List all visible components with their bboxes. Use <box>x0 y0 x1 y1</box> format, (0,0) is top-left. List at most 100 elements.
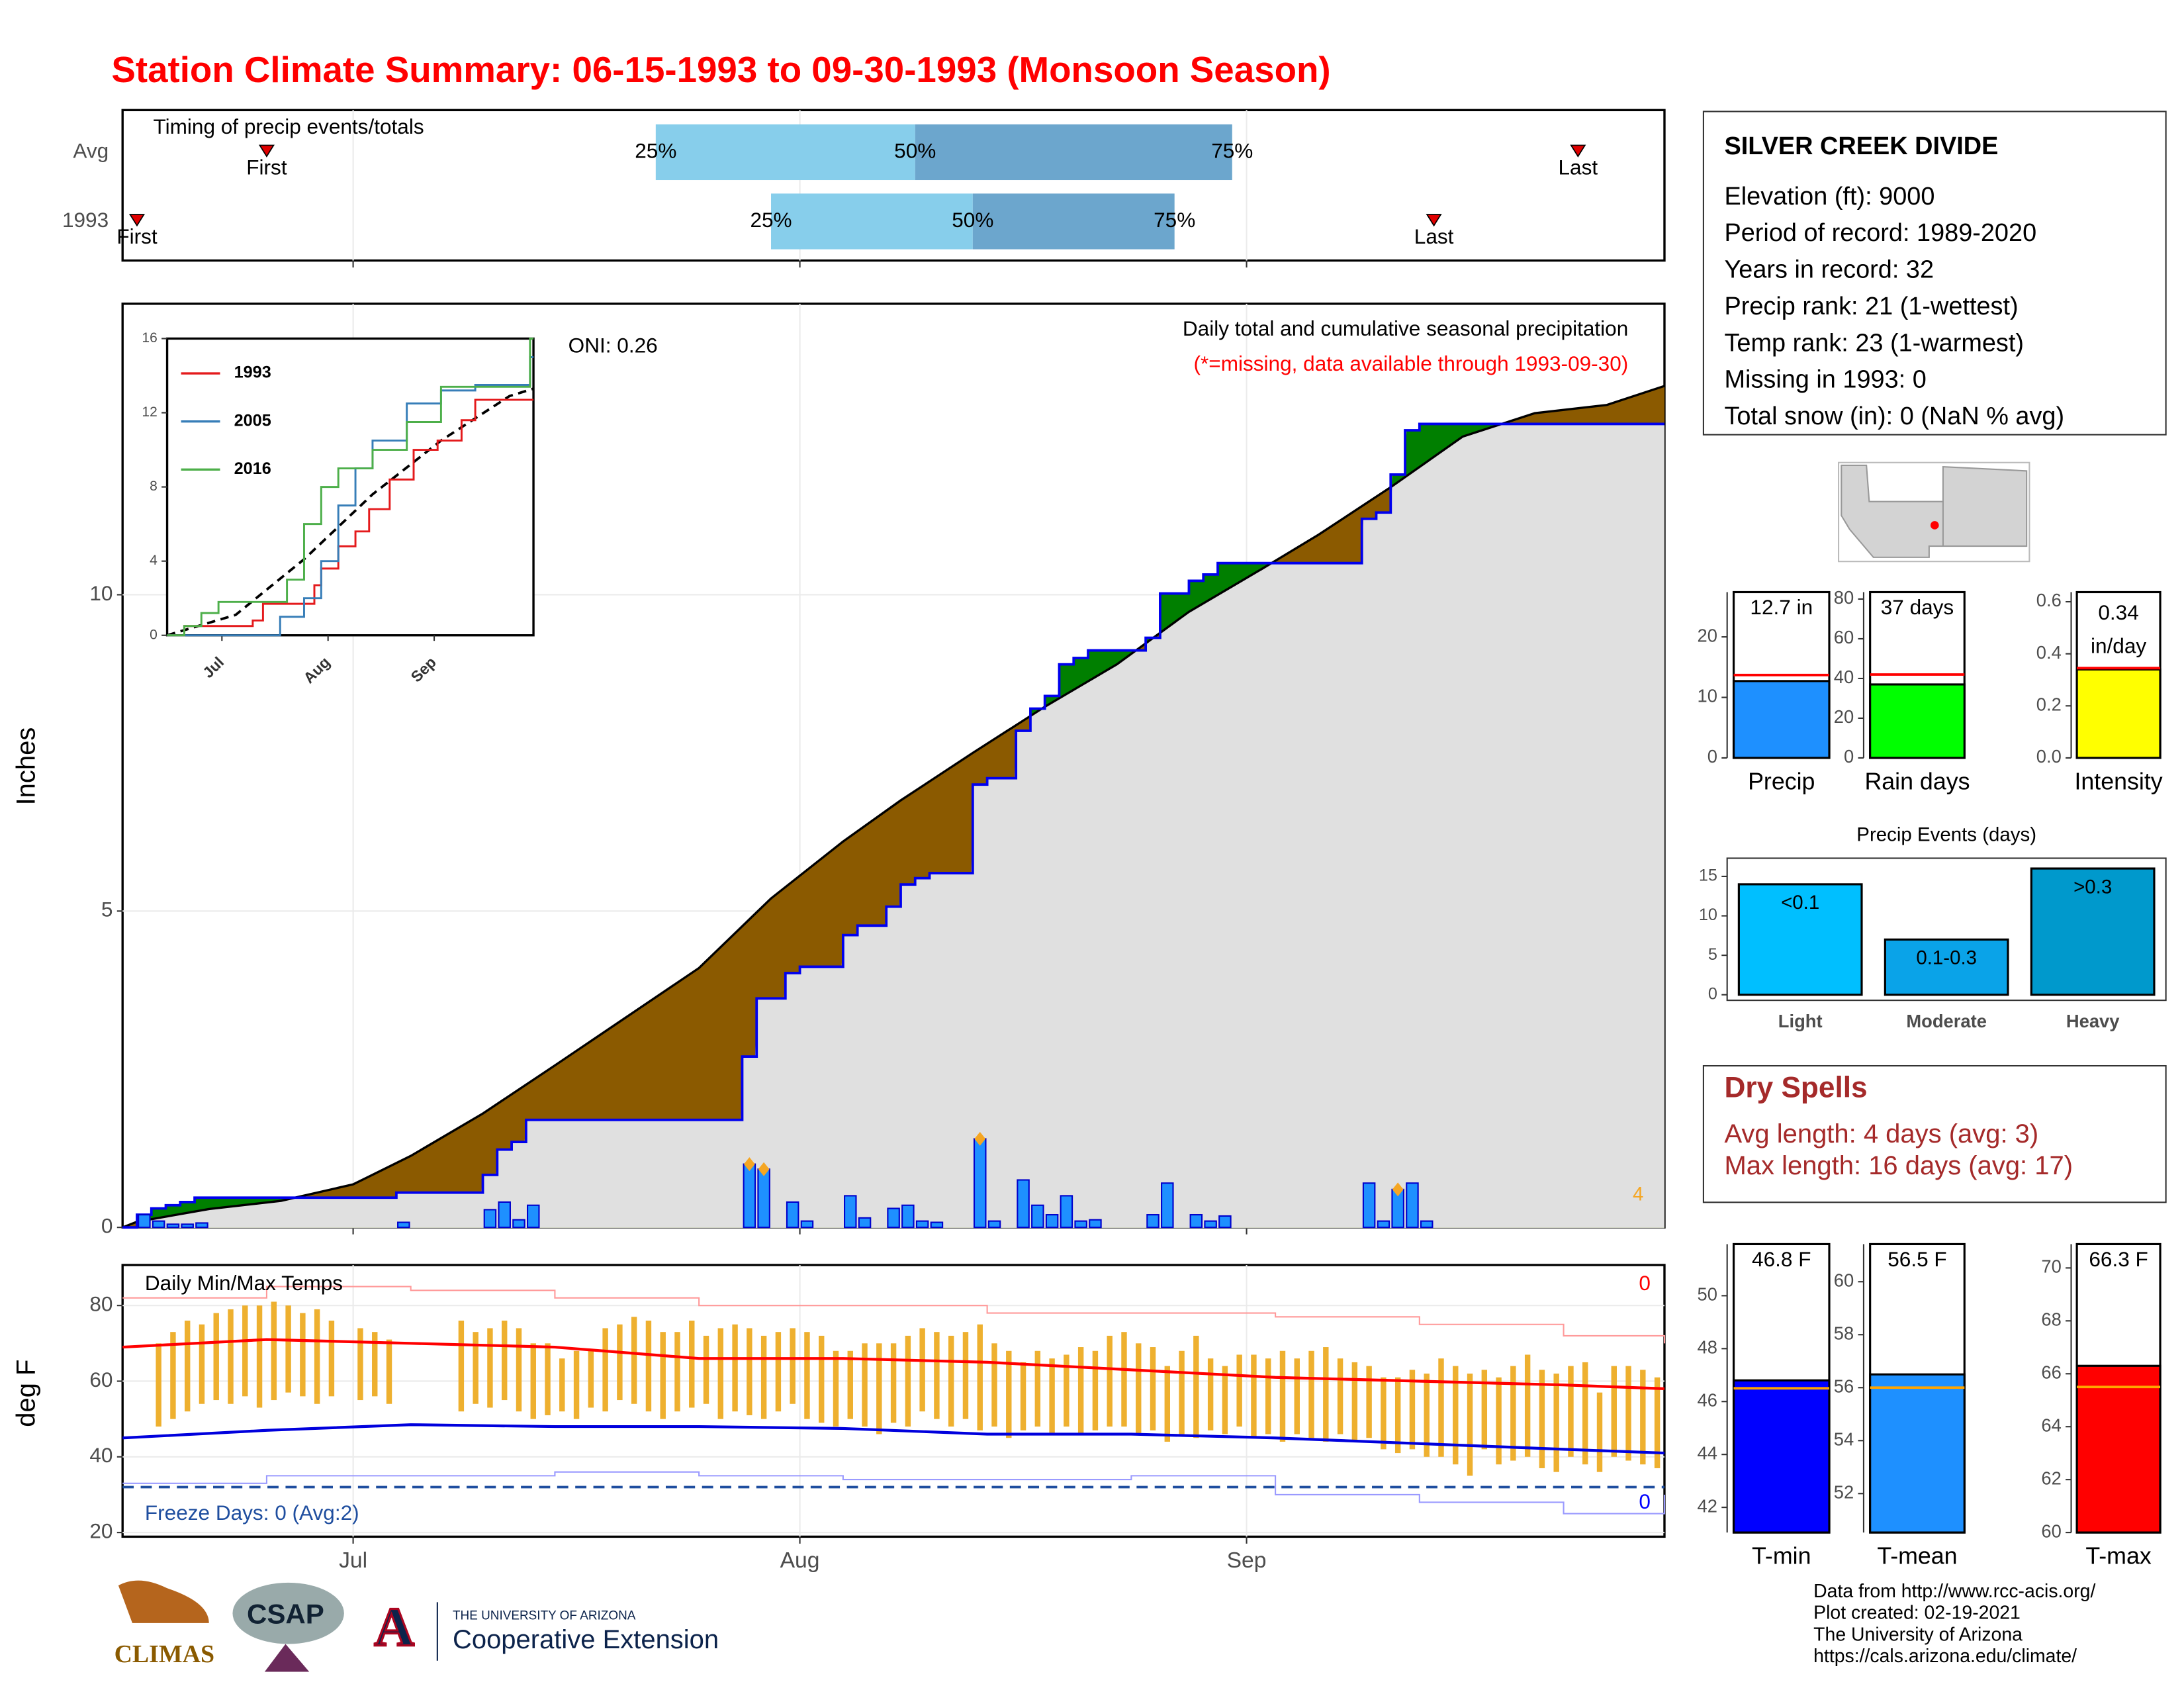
temp-range-bar <box>1136 1343 1142 1434</box>
bar <box>2075 668 2161 759</box>
observed-line <box>122 422 1664 1229</box>
x-tick-label: Intensity <box>2074 768 2162 794</box>
quartile-bar <box>915 124 1232 181</box>
daily-bar <box>195 1222 208 1229</box>
daily-bar <box>181 1223 194 1229</box>
event-marker <box>1570 144 1586 158</box>
bar <box>1737 883 1863 996</box>
temp-range-bar <box>862 1343 868 1427</box>
base-area <box>122 424 1664 1228</box>
temp-range-bar <box>170 1332 176 1419</box>
daily-bar <box>987 1220 1001 1229</box>
temp-range-bar <box>919 1328 925 1412</box>
bar <box>1869 1373 1966 1534</box>
temp-range-bar <box>1611 1366 1617 1457</box>
temp-range-bar <box>213 1313 219 1401</box>
daily-bar <box>1362 1182 1376 1229</box>
record-max-line <box>122 1286 1666 1344</box>
legend-label: 1993 <box>234 363 271 382</box>
temp-range-bar <box>386 1339 392 1404</box>
cold-count: 0 <box>1639 1489 1651 1513</box>
daily-bar <box>1060 1195 1073 1229</box>
value-label: 46.8 F <box>1752 1247 1811 1271</box>
row-label: Avg <box>73 138 109 162</box>
y-tick-label: 15 <box>1699 867 1717 885</box>
temp-range-bar <box>1279 1350 1286 1442</box>
page-title: Station Climate Summary: 06-15-1993 to 0… <box>111 49 1330 90</box>
bar-label: <0.1 <box>1781 892 1819 914</box>
temp-range-bar <box>703 1335 709 1404</box>
y-tick-label: 0 <box>1708 984 1717 1003</box>
map-state <box>1841 464 2028 558</box>
temp-range-bar <box>790 1328 796 1404</box>
daily-bar <box>757 1168 770 1229</box>
row-label: 1993 <box>62 208 109 232</box>
y-tick-label: 68 <box>2041 1309 2061 1330</box>
map-station <box>1930 521 1939 530</box>
temp-range-bar <box>1337 1358 1343 1434</box>
temp-range-bar <box>314 1309 320 1404</box>
panel-title: Precip Events (days) <box>1856 824 2036 846</box>
y-tick-label: 54 <box>1834 1429 1854 1449</box>
legend-label: 2005 <box>234 411 271 430</box>
temp-range-bar <box>819 1335 825 1423</box>
temp-range-bar <box>717 1328 724 1419</box>
daily-bar <box>1017 1179 1030 1229</box>
temp-range-bar <box>1251 1354 1257 1438</box>
y-tick-label: 5 <box>1708 945 1717 964</box>
temp-range-bar <box>991 1343 997 1427</box>
daily-bar <box>1045 1214 1059 1229</box>
y-tick-label: 20 <box>1698 625 1717 645</box>
daily-bar <box>858 1217 872 1229</box>
y-tick-label: 0 <box>1844 746 1854 767</box>
daily-bar <box>512 1219 525 1229</box>
logo-text: Cooperative Extension <box>453 1625 719 1654</box>
temp-range-bar <box>156 1343 161 1427</box>
temp-range-bar <box>256 1305 263 1408</box>
y-tick-label: 60 <box>1834 627 1854 647</box>
y-tick-label: 8 <box>150 479 158 494</box>
event-marker <box>1426 214 1442 227</box>
temp-range-bar <box>573 1350 580 1419</box>
temp-range-bar <box>934 1332 940 1419</box>
panel-subtitle: (*=missing, data available through 1993-… <box>1194 352 1629 375</box>
temp-range-bar <box>487 1328 493 1408</box>
temp-range-bar <box>1438 1358 1444 1457</box>
series-line <box>167 399 534 637</box>
daily-bar <box>483 1209 497 1229</box>
temp-range-bar <box>645 1321 652 1412</box>
y-tick-label: 48 <box>1698 1337 1717 1358</box>
temp-range-bar <box>242 1305 248 1397</box>
temp-range-bar <box>1453 1366 1459 1465</box>
logo-text: CSAP <box>247 1598 324 1629</box>
dry-spell-line: Max length: 16 days (avg: 17) <box>1724 1151 2073 1180</box>
value-label: 37 days <box>1881 595 1954 619</box>
daily-bar <box>1189 1214 1203 1229</box>
temp-range-bar <box>876 1343 882 1434</box>
hot-count: 0 <box>1639 1271 1651 1295</box>
x-tick-label: Aug <box>780 1548 820 1573</box>
y-tick-label: 20 <box>1834 706 1854 727</box>
temp-range-bar <box>631 1317 637 1404</box>
value-label: 56.5 F <box>1888 1247 1946 1271</box>
daily-bar <box>498 1201 511 1229</box>
info-line: Elevation (ft): 9000 <box>1724 183 1934 211</box>
daily-bar <box>930 1221 944 1229</box>
temp-range-bar <box>1107 1335 1113 1427</box>
y-tick-label: 60 <box>89 1368 113 1391</box>
record-min-line <box>122 1471 1666 1515</box>
series-line <box>167 337 534 637</box>
temp-range-bar <box>775 1332 782 1412</box>
temp-range-bar <box>890 1343 897 1423</box>
plot-frame <box>165 337 535 637</box>
temp-range-bar <box>1640 1370 1646 1465</box>
dry-spells-title: Dry Spells <box>1724 1072 1867 1104</box>
event-marker <box>128 214 146 227</box>
temp-range-bar <box>1481 1370 1488 1450</box>
y-tick-label: 0 <box>150 627 158 642</box>
footer-logos: CLIMAS CSAP A THE UNIVERSITY OF ARIZONA … <box>114 1580 719 1672</box>
info-line: Period of record: 1989-2020 <box>1724 219 2036 247</box>
map <box>1838 461 2030 563</box>
y-tick-label: 46 <box>1698 1389 1717 1410</box>
event-marker <box>258 144 275 158</box>
